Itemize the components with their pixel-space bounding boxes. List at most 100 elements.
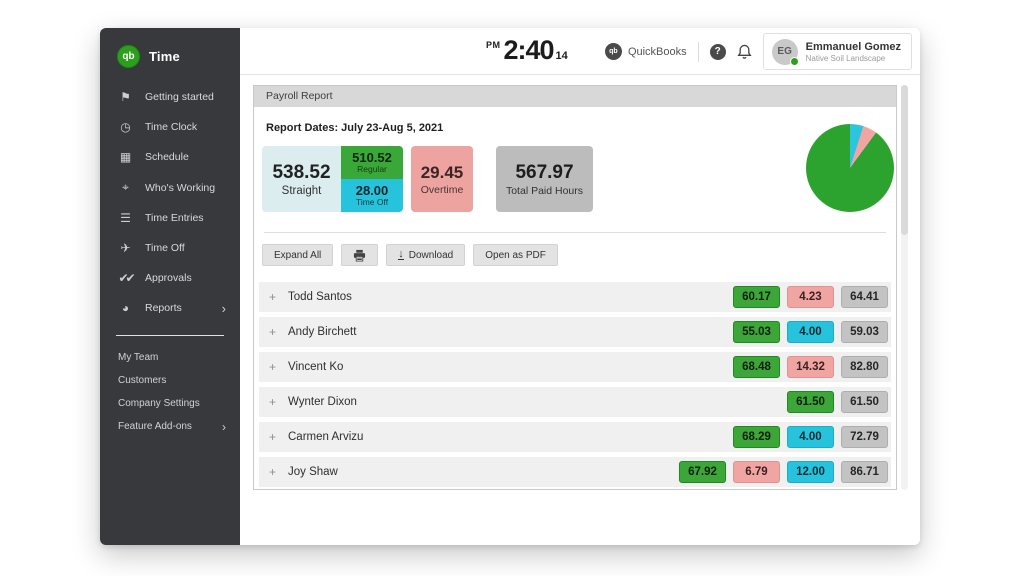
overtime-hours-badge: 4.23 [787, 286, 834, 308]
sidebar-item-label: Who's Working [145, 181, 216, 194]
overtime-label: Overtime [420, 183, 464, 196]
sidebar-item-getting-started[interactable]: ⚑ Getting started [100, 82, 240, 112]
expand-row-icon[interactable]: + [269, 360, 277, 374]
employee-name: Carmen Arvizu [288, 431, 364, 443]
sidebar-item-feature-add-ons[interactable]: Feature Add-ons › [100, 415, 240, 438]
sidebar-item-label: Approvals [145, 272, 192, 284]
table-row[interactable]: + Joy Shaw 67.92 6.79 12.00 86.71 [259, 457, 891, 487]
user-company: Native Soil Landscape [805, 53, 886, 63]
employee-name: Vincent Ko [288, 361, 344, 373]
top-bar: PM 2:40 14 qb QuickBooks ? EG [240, 28, 920, 75]
regular-hours-card: 510.52 Regular [341, 146, 403, 179]
expand-all-button[interactable]: Expand All [262, 244, 334, 266]
report-dates: Report Dates: July 23-Aug 5, 2021 [266, 122, 444, 134]
overtime-value: 29.45 [420, 162, 464, 182]
help-icon[interactable]: ? [709, 43, 726, 60]
pie-chart-icon: ◕ [121, 301, 130, 315]
quickbooks-label: QuickBooks [627, 45, 687, 58]
sidebar-item-approvals[interactable]: ✔✔ Approvals [100, 263, 240, 293]
total-hours-badge: 82.80 [841, 356, 888, 378]
brand-name: Time [149, 49, 180, 64]
hours-badges: 60.17 4.23 64.41 [733, 286, 888, 308]
hours-badges: 61.50 61.50 [787, 391, 888, 413]
sidebar-item-reports[interactable]: ◕ Reports › [100, 293, 240, 323]
sidebar-item-my-team[interactable]: My Team [100, 346, 240, 369]
table-row[interactable]: + Wynter Dixon 61.50 61.50 [259, 387, 891, 417]
regular-hours-badge: 60.17 [733, 286, 780, 308]
employee-name: Andy Birchett [288, 326, 357, 338]
straight-hours-card: 538.52 Straight [262, 146, 341, 212]
brand-logo: qb Time [100, 28, 240, 68]
table-row[interactable]: + Todd Santos 60.17 4.23 64.41 [259, 282, 891, 312]
total-value: 567.97 [515, 161, 574, 183]
total-hours-badge: 72.79 [841, 426, 888, 448]
quickbooks-button[interactable]: qb QuickBooks [604, 43, 687, 60]
flag-icon: ⚑ [120, 90, 131, 104]
overtime-hours-badge: 6.79 [733, 461, 780, 483]
download-button[interactable]: ↓ Download [386, 244, 466, 266]
download-label: Download [408, 249, 454, 261]
vertical-scrollbar[interactable] [901, 85, 908, 490]
hours-badges: 67.92 6.79 12.00 86.71 [679, 461, 888, 483]
employee-name: Todd Santos [288, 291, 352, 303]
sidebar-item-label: Time Clock [145, 121, 198, 133]
airplane-icon: ✈ [120, 241, 131, 255]
timeoff-hours-badge: 4.00 [787, 321, 834, 343]
expand-row-icon[interactable]: + [269, 290, 277, 304]
table-row[interactable]: + Carmen Arvizu 68.29 4.00 72.79 [259, 422, 891, 452]
sidebar-item-label: Time Entries [145, 212, 204, 224]
expand-row-icon[interactable]: + [269, 465, 277, 479]
report-title: Payroll Report [254, 86, 896, 107]
regular-value: 510.52 [352, 150, 392, 165]
divider [264, 232, 886, 233]
expand-row-icon[interactable]: + [269, 430, 277, 444]
location-pin-icon: ⌖ [122, 180, 129, 194]
regular-hours-badge: 55.03 [733, 321, 780, 343]
regular-hours-badge: 67.92 [679, 461, 726, 483]
chevron-right-icon: › [222, 419, 226, 434]
print-button[interactable] [341, 244, 379, 266]
sidebar-item-customers[interactable]: Customers [100, 369, 240, 392]
summary-cards: 538.52 Straight 510.52 Regular 28.00 Tim… [262, 146, 593, 213]
notifications-bell-icon[interactable] [737, 44, 752, 60]
overtime-hours-badge: 14.32 [787, 356, 834, 378]
expand-row-icon[interactable]: + [269, 325, 277, 339]
sidebar-item-label: Feature Add-ons [118, 421, 192, 432]
sidebar-item-time-clock[interactable]: ◷ Time Clock [100, 112, 240, 142]
sidebar-item-label: Customers [118, 375, 167, 386]
sidebar-item-schedule[interactable]: ▦ Schedule [100, 142, 240, 172]
timeoff-hours-card: 28.00 Time Off [341, 179, 403, 212]
topbar-controls: qb QuickBooks ? EG Emmanuel Gomez Native… [604, 28, 912, 75]
open-pdf-label: Open as PDF [485, 249, 546, 261]
total-hours-badge: 61.50 [841, 391, 888, 413]
payroll-report-card: Payroll Report Report Dates: July 23-Aug… [253, 85, 897, 490]
total-hours-badge: 59.03 [841, 321, 888, 343]
online-status-dot [789, 56, 799, 66]
quickbooks-icon: qb [604, 43, 622, 60]
sidebar-item-who-s-working[interactable]: ⌖ Who's Working [100, 172, 240, 203]
sidebar-item-label: My Team [118, 352, 159, 363]
user-menu[interactable]: EG Emmanuel Gomez Native Soil Landscape [762, 33, 912, 70]
sidebar-item-company-settings[interactable]: Company Settings [100, 392, 240, 415]
regular-hours-badge: 61.50 [787, 391, 834, 413]
time-clock-display: PM 2:40 14 [486, 37, 568, 64]
scrollbar-thumb[interactable] [901, 85, 908, 235]
sidebar-nav: ⚑ Getting started ◷ Time Clock ▦ Schedule ⌖ Who… [100, 82, 240, 438]
sidebar-item-label: Schedule [145, 151, 189, 163]
sidebar-item-label: Company Settings [118, 398, 200, 409]
download-icon: ↓ [398, 248, 404, 260]
regular-hours-badge: 68.48 [733, 356, 780, 378]
app-window: qb Time ⚑ Getting started ◷ Time Clock ▦ Sche… [100, 28, 920, 545]
calendar-icon: ▦ [119, 150, 132, 164]
sidebar-item-time-entries[interactable]: ☰ Time Entries [100, 203, 240, 233]
table-row[interactable]: + Vincent Ko 68.48 14.32 82.80 [259, 352, 891, 382]
printer-icon [353, 249, 366, 262]
sidebar-item-time-off[interactable]: ✈ Time Off [100, 233, 240, 263]
straight-label: Straight [281, 184, 322, 197]
regular-hours-badge: 68.29 [733, 426, 780, 448]
sidebar-divider [116, 335, 224, 336]
expand-row-icon[interactable]: + [269, 395, 277, 409]
sidebar-item-label: Getting started [145, 91, 214, 103]
open-as-pdf-button[interactable]: Open as PDF [473, 244, 558, 266]
table-row[interactable]: + Andy Birchett 55.03 4.00 59.03 [259, 317, 891, 347]
